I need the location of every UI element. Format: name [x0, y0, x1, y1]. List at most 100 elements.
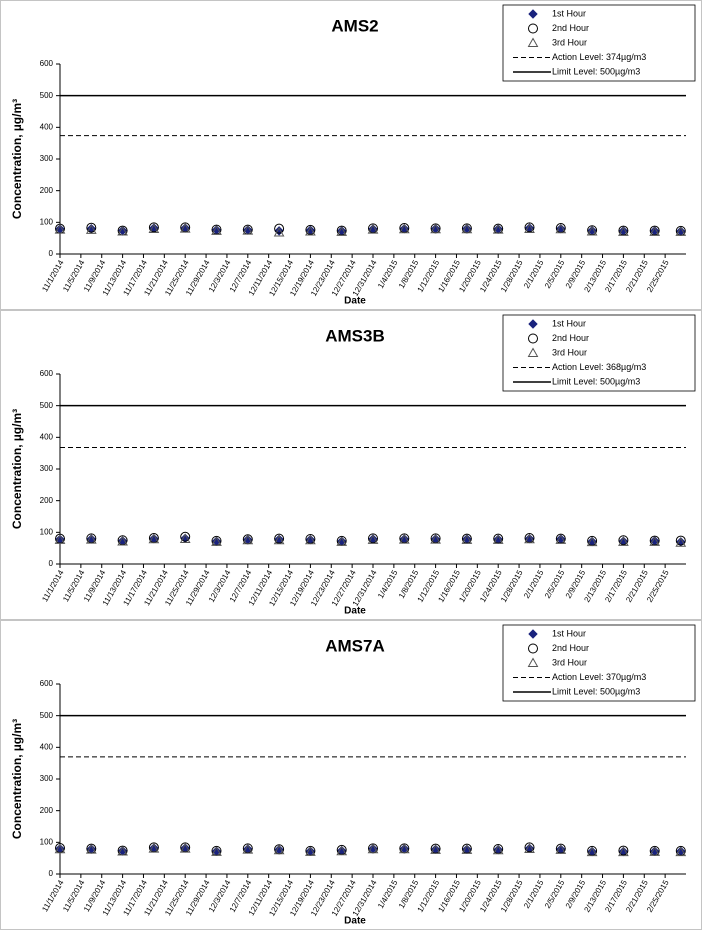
triangle-marker [649, 846, 661, 856]
panel-border [0, 0, 702, 310]
triangle-marker [117, 845, 128, 856]
triangle-marker [273, 226, 285, 237]
triangle-marker [85, 534, 97, 544]
legend-label: Limit Level: 500µg/m3 [552, 686, 640, 696]
triangle-marker [527, 657, 539, 667]
triangle-marker [524, 843, 535, 853]
legend-label: 1st Hour [552, 628, 586, 638]
triangle-marker [211, 536, 222, 546]
diamond-marker [528, 629, 538, 639]
triangle-marker [367, 534, 379, 544]
legend-label: Action Level: 370µg/m3 [552, 672, 646, 682]
triangle-marker [148, 223, 160, 233]
y-tick-label: 200 [40, 496, 54, 505]
triangle-marker [211, 846, 222, 856]
triangle-marker [618, 536, 629, 546]
triangle-marker [54, 843, 66, 854]
triangle-marker [336, 226, 348, 236]
legend-label: Limit Level: 500µg/m3 [552, 66, 640, 76]
y-tick-label: 600 [40, 679, 54, 688]
triangle-marker [54, 534, 66, 544]
y-tick-label: 500 [40, 91, 54, 100]
y-tick-label: 500 [40, 711, 54, 720]
y-tick-label: 400 [40, 432, 54, 441]
triangle-marker [211, 225, 222, 235]
triangle-marker [527, 37, 539, 47]
triangle-marker [492, 534, 504, 544]
y-tick-label: 600 [40, 59, 54, 68]
legend-label: 2nd Hour [552, 643, 589, 653]
triangle-marker [179, 533, 191, 543]
legend-label: 1st Hour [552, 8, 586, 18]
diamond-marker [528, 319, 538, 329]
triangle-marker [675, 537, 687, 547]
legend-label: 3rd Hour [552, 347, 587, 357]
circle-marker [368, 533, 378, 544]
circle-marker [618, 845, 629, 856]
triangle-marker [461, 844, 473, 854]
triangle-marker [618, 226, 629, 236]
legend-label: 2nd Hour [552, 333, 589, 343]
circle-marker [274, 533, 285, 544]
triangle-marker [148, 533, 160, 544]
circle-marker [528, 643, 538, 654]
triangle-marker [242, 534, 254, 545]
legend-label: 2nd Hour [552, 23, 589, 33]
triangle-marker [242, 225, 254, 235]
y-tick-label: 500 [40, 401, 54, 410]
y-tick-label: 300 [40, 154, 54, 163]
chart-title: AMS3B [325, 326, 385, 345]
panel-border [0, 310, 702, 620]
triangle-marker [305, 534, 316, 545]
triangle-marker [367, 224, 379, 234]
y-tick-label: 600 [40, 369, 54, 378]
circle-marker [86, 222, 97, 233]
chart-panel: AMS3B010020030040050060011/1/201411/5/20… [0, 310, 702, 620]
triangle-marker [398, 223, 410, 234]
triangle-marker [649, 226, 661, 236]
triangle-marker [675, 226, 687, 236]
y-tick-label: 200 [40, 806, 54, 815]
y-tick-label: 400 [40, 122, 54, 131]
triangle-marker [586, 225, 598, 236]
circle-marker [524, 222, 535, 233]
triangle-marker [618, 846, 629, 857]
y-axis-label: Concentration, µg/m³ [10, 99, 24, 219]
x-axis-label: Date [344, 606, 366, 617]
triangle-marker [54, 224, 66, 234]
circle-marker [524, 842, 535, 853]
triangle-marker [524, 533, 535, 544]
x-axis-label: Date [344, 916, 366, 927]
y-axis-label: Concentration, µg/m³ [10, 409, 24, 529]
legend-label: 3rd Hour [552, 37, 587, 47]
triangle-marker [117, 535, 128, 546]
y-tick-label: 300 [40, 464, 54, 473]
circle-marker [274, 223, 285, 234]
circle-marker [528, 333, 538, 344]
triangle-marker [430, 534, 441, 544]
y-tick-label: 0 [49, 249, 54, 258]
circle-marker [528, 23, 538, 34]
triangle-marker [305, 225, 316, 236]
y-tick-label: 0 [49, 869, 54, 878]
y-axis-label: Concentration, µg/m³ [10, 719, 24, 839]
triangle-marker [675, 846, 687, 857]
legend-label: 3rd Hour [552, 657, 587, 667]
triangle-marker [148, 843, 160, 853]
triangle-marker [179, 223, 191, 233]
triangle-marker [398, 534, 410, 544]
triangle-marker [430, 223, 441, 234]
triangle-marker [273, 534, 285, 545]
chart-title: AMS7A [325, 636, 385, 655]
chart-title: AMS2 [331, 16, 378, 35]
triangle-marker [527, 347, 539, 357]
triangle-marker [179, 843, 191, 853]
triangle-marker [398, 843, 410, 854]
triangle-marker [461, 223, 473, 234]
y-tick-label: 0 [49, 559, 54, 568]
triangle-marker [367, 843, 379, 854]
triangle-marker [242, 844, 254, 854]
triangle-marker [305, 846, 316, 856]
legend-label: 1st Hour [552, 318, 586, 328]
